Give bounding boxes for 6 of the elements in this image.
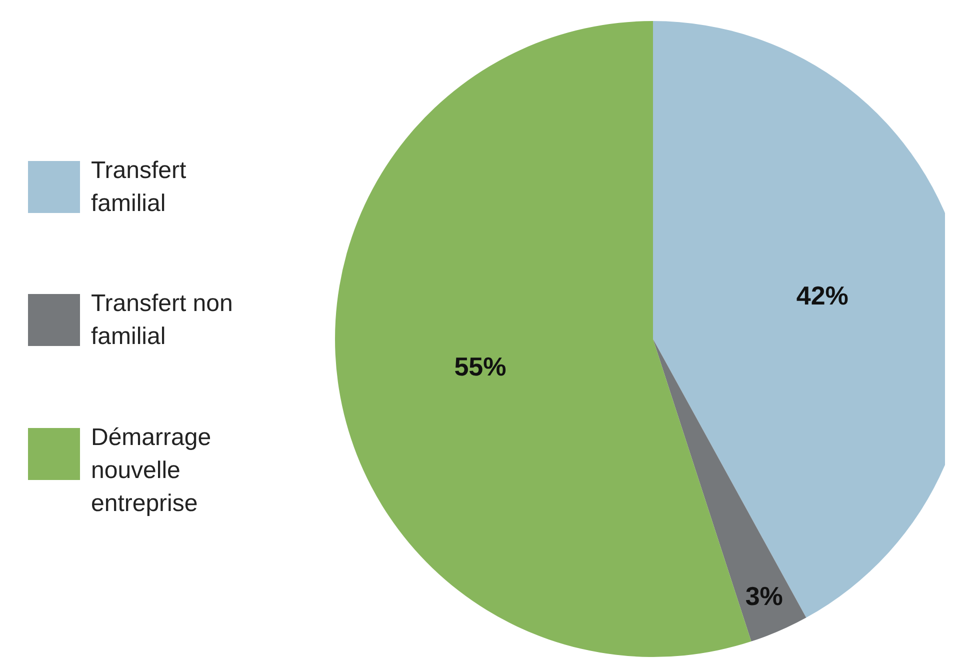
data-label: 42% (796, 280, 848, 311)
data-label: 3% (745, 580, 783, 611)
legend-label: Transfert familial (91, 156, 188, 219)
data-label: 55% (454, 351, 506, 382)
legend-label: Démarrage nouvelle entreprise (91, 423, 212, 519)
legend-label: Transfert non familial (91, 289, 234, 352)
